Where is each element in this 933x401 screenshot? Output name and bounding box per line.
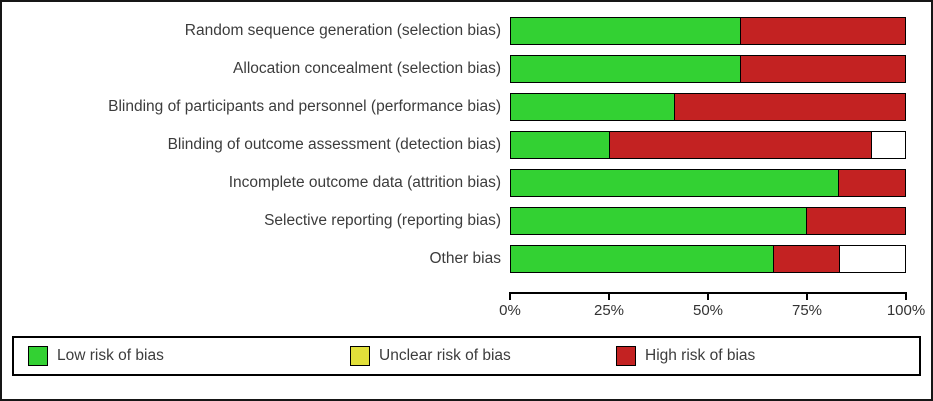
axis-tick [707,292,709,300]
legend-item-unclear-risk: Unclear risk of bias [350,346,616,366]
bar-segment-low-risk [511,56,741,82]
axis-tick-label: 25% [593,302,625,319]
category-label: Blinding of outcome assessment (detectio… [167,135,501,153]
legend-label: Unclear risk of bias [379,347,511,364]
stacked-bar [510,17,906,45]
axis-tick [806,292,808,300]
chart-row: Other bias [8,240,931,278]
axis-tick-label: 0% [499,302,521,319]
stacked-bar [510,131,906,159]
category-label: Selective reporting (reporting bias) [264,211,501,229]
stacked-bar [510,93,906,121]
bar-segment-low-risk [511,170,840,196]
axis-tick [905,292,907,300]
stacked-bar [510,207,906,235]
axis-tick-label: 75% [791,302,823,319]
chart-row: Selective reporting (reporting bias) [8,202,931,240]
stacked-bar [510,169,906,197]
legend-item-low-risk: Low risk of bias [28,346,350,366]
category-label: Other bias [429,249,501,267]
bar-segment-high-risk [740,18,905,44]
bar-segment-high-risk [839,170,905,196]
bar-segment-high-risk [773,246,840,272]
axis-tick [509,292,511,300]
bar-segment-low-risk [511,18,741,44]
bar-segment-high-risk [609,132,873,158]
chart-row: Blinding of participants and personnel (… [8,88,931,126]
bar-segment-low-risk [511,94,676,120]
x-axis: 0% 25% 50% 75% 100% [499,292,925,328]
category-label: Random sequence generation (selection bi… [184,21,501,39]
chart-rows: Random sequence generation (selection bi… [2,12,931,278]
legend: Low risk of bias Unclear risk of bias High… [12,336,921,376]
axis-tick [608,292,610,300]
bar-segment-high-risk [675,94,905,120]
legend-swatch-low-risk [28,346,48,366]
chart-row: Allocation concealment (selection bias) [8,50,931,88]
category-label: Allocation concealment (selection bias) [233,59,501,77]
chart-row: Random sequence generation (selection bi… [8,12,931,50]
legend-label: High risk of bias [645,347,756,364]
category-label: Blinding of participants and personnel (… [108,97,501,115]
legend-label: Low risk of bias [57,347,164,364]
bar-segment-high-risk [806,208,905,234]
chart-row: Incomplete outcome data (attrition bias) [8,164,931,202]
bar-segment-low-risk [511,208,807,234]
axis-tick-label: 50% [692,302,724,319]
bar-segment-low-risk [511,246,774,272]
axis-tick-label: 100% [886,302,926,319]
legend-item-high-risk: High risk of bias [616,346,755,366]
bar-segment-low-risk [511,132,610,158]
category-label: Incomplete outcome data (attrition bias) [228,173,501,191]
stacked-bar [510,55,906,83]
legend-swatch-high-risk [616,346,636,366]
chart-row: Blinding of outcome assessment (detectio… [8,126,931,164]
bar-segment-high-risk [740,56,905,82]
stacked-bar [510,245,906,273]
legend-swatch-unclear-risk [350,346,370,366]
